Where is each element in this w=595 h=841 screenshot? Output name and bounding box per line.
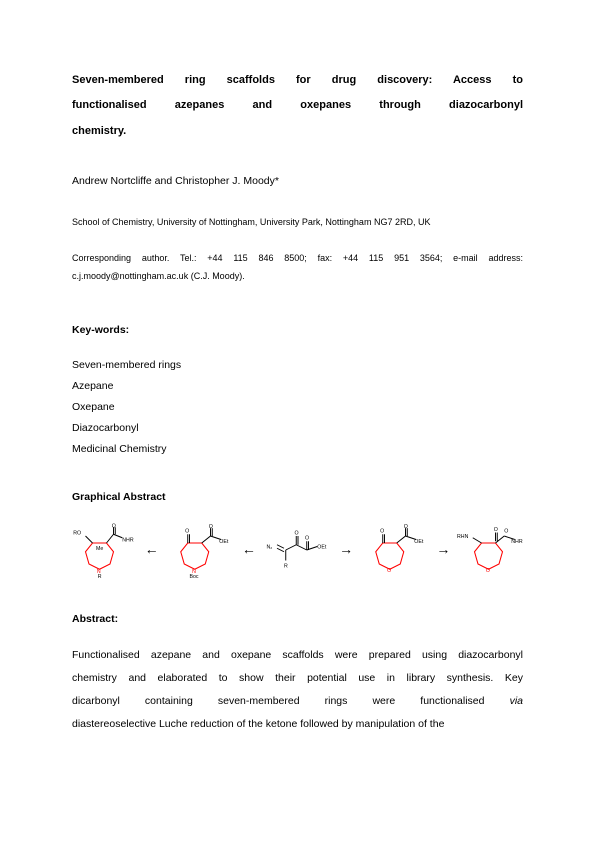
arrow-right-icon: → <box>337 535 355 564</box>
svg-text:O: O <box>494 527 498 533</box>
svg-text:O: O <box>209 524 213 530</box>
svg-text:N₂: N₂ <box>266 544 272 550</box>
svg-text:OEt: OEt <box>317 544 327 550</box>
keywords-list: Seven-membered rings Azepane Oxepane Dia… <box>72 355 523 460</box>
svg-text:O: O <box>294 530 298 536</box>
arrow-right-icon: → <box>434 535 452 564</box>
molecule-oxepane-intermediate: O O OEt O <box>360 522 430 578</box>
svg-text:O: O <box>305 536 309 542</box>
svg-text:Boc: Boc <box>190 574 199 578</box>
title-line-3: chemistry. <box>72 119 523 144</box>
molecule-azepane-product: RO O NHR Me N R <box>68 522 138 578</box>
affiliation: School of Chemistry, University of Notti… <box>72 214 523 231</box>
authors: Andrew Nortcliffe and Christopher J. Moo… <box>72 170 523 192</box>
molecule-azepane-intermediate: O O OEt N Boc <box>165 522 235 578</box>
corresponding-line-2: c.j.moody@nottingham.ac.uk (C.J. Moody). <box>72 267 523 285</box>
svg-text:OEt: OEt <box>220 539 230 545</box>
svg-text:NHR: NHR <box>122 537 134 543</box>
graphical-abstract: RO O NHR Me N R ← O O OEt N Boc ← <box>68 522 527 578</box>
svg-text:O: O <box>504 529 508 535</box>
molecule-oxepane-product: RHN O O NHR O <box>457 522 527 578</box>
abstract-line: diastereoselective Luche reduction of th… <box>72 713 523 736</box>
svg-text:O: O <box>486 568 490 574</box>
abstract-line: dicarbonyl containing seven-membered rin… <box>72 690 523 713</box>
svg-text:OEt: OEt <box>414 539 424 545</box>
keyword-item: Diazocarbonyl <box>72 418 523 439</box>
svg-text:R: R <box>98 574 102 578</box>
svg-text:Me: Me <box>96 546 103 552</box>
keyword-item: Azepane <box>72 376 523 397</box>
svg-text:O: O <box>112 523 116 529</box>
keywords-heading: Key-words: <box>72 319 523 341</box>
paper-title: Seven-membered ring scaffolds for drug d… <box>72 68 523 144</box>
abstract-heading: Abstract: <box>72 608 523 630</box>
abstract-line: chemistry and elaborated to show their p… <box>72 667 523 690</box>
molecule-diazo-center: N₂ O O OEt R <box>263 522 333 578</box>
title-line-1: Seven-membered ring scaffolds for drug d… <box>72 68 523 93</box>
corresponding-author: Corresponding author. Tel.: +44 115 846 … <box>72 249 523 285</box>
keyword-item: Medicinal Chemistry <box>72 439 523 460</box>
corresponding-line-1: Corresponding author. Tel.: +44 115 846 … <box>72 249 523 267</box>
keyword-item: Oxepane <box>72 397 523 418</box>
abstract-text: Functionalised azepane and oxepane scaff… <box>72 644 523 736</box>
arrow-left-icon: ← <box>143 535 161 564</box>
svg-text:RHN: RHN <box>457 534 469 540</box>
svg-text:O: O <box>404 524 408 530</box>
svg-text:RO: RO <box>73 530 81 536</box>
svg-text:R: R <box>284 564 288 570</box>
keyword-item: Seven-membered rings <box>72 355 523 376</box>
abstract-line: Functionalised azepane and oxepane scaff… <box>72 644 523 667</box>
svg-text:O: O <box>185 529 189 535</box>
svg-text:O: O <box>380 529 384 535</box>
svg-text:NHR: NHR <box>511 539 523 545</box>
title-line-2: functionalised azepanes and oxepanes thr… <box>72 93 523 118</box>
svg-text:O: O <box>387 568 391 574</box>
graphical-abstract-heading: Graphical Abstract <box>72 486 523 508</box>
arrow-left-icon: ← <box>240 535 258 564</box>
